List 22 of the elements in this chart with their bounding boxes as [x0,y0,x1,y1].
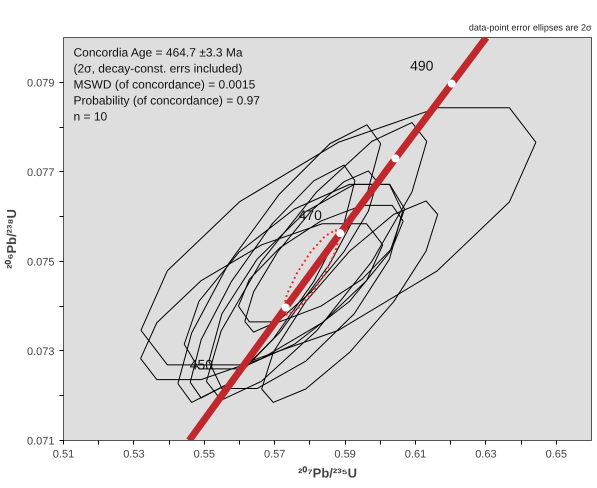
annotation: n = 10 [74,110,108,124]
y-tick-label: 0.079 [26,77,55,90]
annotation: (2σ, decay-const. errs included) [74,62,242,76]
x-tick-label: 0.59 [334,448,356,460]
x-tick-label: 0.51 [52,448,74,460]
annotation: 490 [410,58,434,74]
x-tick-label: 0.63 [475,448,497,460]
y-tick-label: 0.075 [26,256,55,268]
annotation: Concordia Age = 464.7 ±3.3 Ma [74,46,243,60]
annotation: MSWD (of concordance) = 0.0015 [74,78,256,92]
x-tick-label: 0.53 [123,448,145,460]
y-tick-label: 0.073 [26,346,55,358]
annotation: Probability (of concordance) = 0.97 [74,94,260,108]
x-tick-label: 0.61 [404,448,426,460]
x-tick-label: 0.55 [194,448,216,460]
x-tick-label: 0.65 [546,448,568,460]
x-tick-label: 0.57 [264,448,286,460]
text: data-point error ellipses are 2σ [468,22,592,32]
y-axis-title: ²⁰⁶Pb/²³⁸U [4,209,19,269]
y-tick-label: 0.077 [26,166,55,179]
x-axis-title: ²⁰⁷Pb/²³⁵U [298,466,358,480]
y-tick-label: 0.071 [26,436,55,448]
